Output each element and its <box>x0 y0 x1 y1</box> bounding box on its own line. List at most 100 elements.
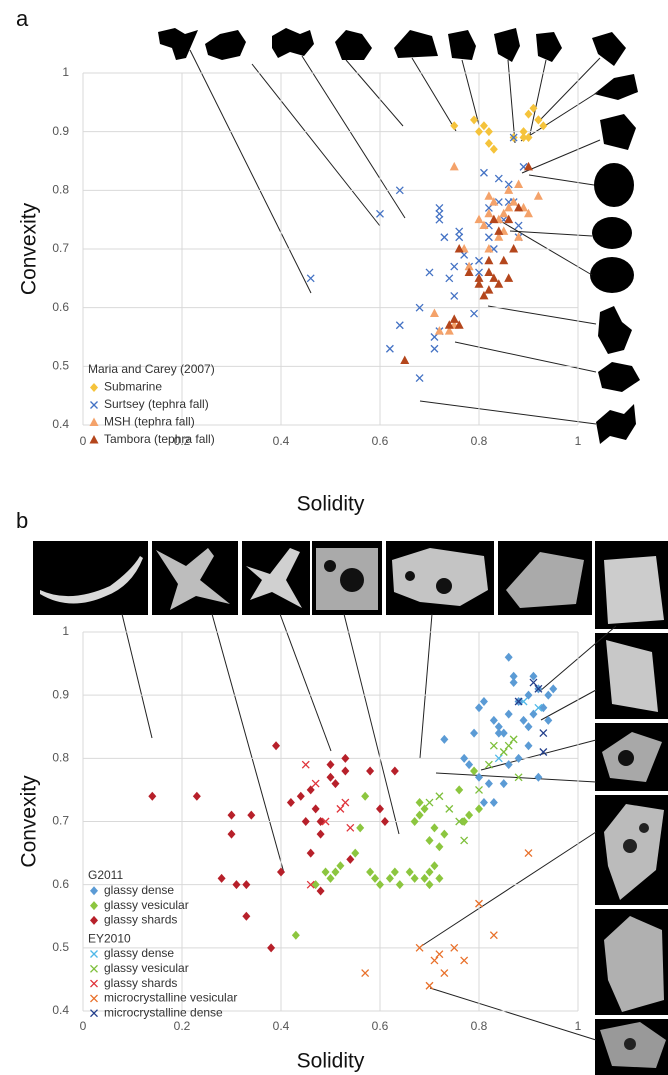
point-stroke <box>504 741 513 750</box>
point-stroke <box>489 741 498 750</box>
point-stroke <box>460 836 469 845</box>
point <box>514 232 524 241</box>
point <box>366 867 375 877</box>
point-stroke <box>301 760 310 769</box>
point <box>484 127 493 137</box>
point-stroke <box>484 760 493 769</box>
point-stroke <box>306 880 315 889</box>
point <box>484 208 494 218</box>
point-stroke <box>450 262 459 271</box>
point <box>539 121 548 131</box>
point <box>489 931 498 940</box>
point <box>514 697 523 706</box>
point <box>534 115 543 125</box>
legend-title: G2011 <box>88 868 123 882</box>
point <box>415 374 424 383</box>
point <box>242 911 251 921</box>
point <box>534 772 543 782</box>
point <box>479 696 488 706</box>
chart: 0 0.2 0.4 0.6 0.8 1 0.4 0.5 0.6 0.7 0.8 0.9 1 a Solidi… <box>16 6 582 516</box>
point-stroke <box>519 162 528 171</box>
point <box>395 186 404 195</box>
legend-swatch <box>90 979 98 988</box>
point-stroke <box>306 274 315 283</box>
point <box>484 779 493 789</box>
point <box>272 741 281 751</box>
point <box>509 133 518 142</box>
point-stroke <box>435 209 444 218</box>
point <box>470 766 479 776</box>
legend-label: glassy shards <box>104 913 177 927</box>
point <box>440 829 449 839</box>
point <box>316 817 325 826</box>
point <box>449 161 459 171</box>
point-stroke <box>529 678 538 687</box>
point-stroke <box>425 981 434 990</box>
point <box>494 754 503 763</box>
point <box>475 899 483 908</box>
point <box>499 255 509 265</box>
point-stroke <box>539 729 548 738</box>
point <box>539 748 548 756</box>
point <box>509 671 518 681</box>
point <box>376 209 384 218</box>
point <box>449 314 459 323</box>
point <box>524 741 533 751</box>
point <box>504 214 514 224</box>
point <box>539 703 548 713</box>
x-tick-label: 0.4 <box>273 434 290 448</box>
point <box>479 290 489 300</box>
point <box>524 161 533 171</box>
legend-swatch <box>89 435 99 444</box>
point-stroke <box>415 943 424 952</box>
point <box>242 880 251 890</box>
point <box>529 678 538 687</box>
point <box>90 964 98 973</box>
point-stroke <box>321 817 330 826</box>
point <box>475 804 483 814</box>
point <box>336 861 345 871</box>
point-stroke <box>90 1009 98 1018</box>
point-stroke <box>440 233 449 242</box>
point <box>514 753 523 763</box>
point <box>455 817 464 826</box>
point <box>420 804 429 814</box>
point-stroke <box>494 174 503 183</box>
point-stroke <box>514 221 523 230</box>
point <box>504 709 513 719</box>
point-stroke <box>440 969 449 978</box>
point <box>89 435 99 444</box>
legend-label: glassy shards <box>104 976 177 990</box>
point <box>524 690 533 700</box>
y-tick-label: 0.9 <box>52 687 69 701</box>
legend-label: microcrystalline vesicular <box>104 991 237 1005</box>
point <box>326 873 335 883</box>
point <box>227 829 236 839</box>
point <box>440 233 449 242</box>
point <box>470 115 479 125</box>
point <box>489 741 498 750</box>
point <box>385 873 394 883</box>
point <box>390 867 399 877</box>
point <box>430 956 439 965</box>
point-stroke <box>341 798 350 807</box>
point-stroke <box>385 344 394 353</box>
point-stroke <box>415 303 424 312</box>
point-stroke <box>455 233 464 242</box>
legend-label: glassy dense <box>104 883 174 897</box>
point <box>277 867 285 877</box>
point-stroke <box>90 994 98 1003</box>
point <box>341 798 350 807</box>
point <box>148 791 157 801</box>
point <box>549 684 558 694</box>
point <box>519 127 528 137</box>
legend-label: glassy vesicular <box>104 898 189 912</box>
point <box>444 326 454 335</box>
point <box>460 956 469 965</box>
point <box>296 791 305 801</box>
y-tick-label: 0.4 <box>52 417 69 431</box>
leader-lines-b <box>121 613 617 1041</box>
legend-swatch <box>90 915 98 925</box>
point <box>425 798 434 807</box>
point <box>499 748 508 756</box>
